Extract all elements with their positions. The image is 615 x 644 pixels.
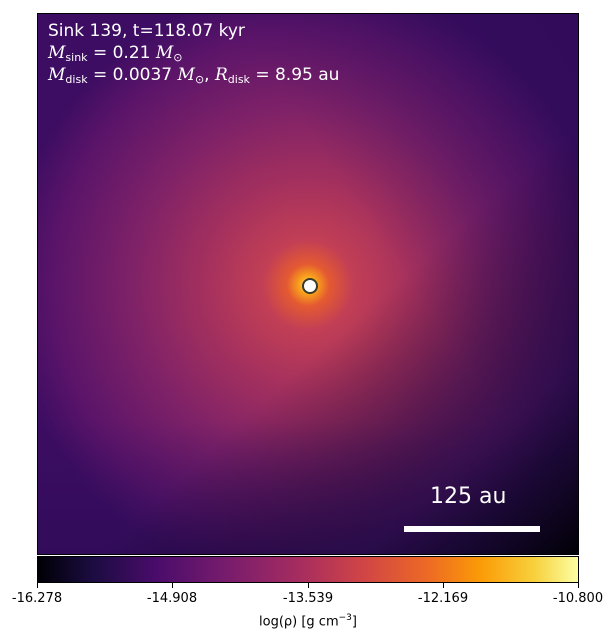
sink-mass: Msink = 0.21 M⊙: [48, 42, 183, 69]
colorbar-label-prefix: log(ρ) [g cm: [259, 614, 339, 630]
separator: ,: [204, 65, 215, 85]
density-map-panel: Sink 139, t=118.07 kyr Msink = 0.21 M⊙ M…: [37, 13, 579, 555]
scale-bar: [404, 526, 540, 532]
colorbar: [37, 556, 579, 583]
msun-symbol-2: M: [177, 65, 195, 85]
colorbar-tick-label: -14.908: [146, 591, 198, 606]
colorbar-label-exponent: −3: [338, 613, 352, 623]
colorbar-label-suffix: ]: [351, 614, 357, 630]
r-disk-value: = 8.95 au: [249, 65, 340, 85]
colorbar-label: log(ρ) [g cm−3]: [259, 613, 357, 629]
r-disk-symbol: R: [214, 65, 228, 85]
sink-title: Sink 139, t=118.07 kyr: [48, 21, 245, 41]
colorbar-tick: [308, 583, 309, 588]
m-sink-symbol: M: [48, 43, 66, 63]
scale-bar-label: 125 au: [430, 484, 507, 509]
colorbar-tick: [443, 583, 444, 588]
m-sink-value: = 0.21: [87, 43, 156, 63]
sink-particle-marker: [302, 278, 318, 294]
m-sink-subscript: sink: [65, 51, 88, 64]
colorbar-tick-label: -12.169: [417, 591, 469, 606]
colorbar-tick: [172, 583, 173, 588]
msun-subscript-2: ⊙: [194, 73, 205, 86]
colorbar-tick: [37, 583, 38, 588]
msun-symbol: M: [155, 43, 174, 63]
m-disk-value: = 0.0037: [87, 65, 178, 85]
colorbar-tick-label: -10.800: [552, 591, 604, 606]
colorbar-tick-label: -16.278: [11, 591, 63, 606]
m-disk-subscript: disk: [65, 73, 88, 86]
msun-subscript: ⊙: [173, 51, 183, 64]
m-disk-symbol: M: [48, 65, 66, 85]
colorbar-tick-label: -13.539: [282, 591, 334, 606]
r-disk-subscript: disk: [227, 73, 250, 86]
colorbar-tick: [578, 583, 579, 588]
disk-properties: Mdisk = 0.0037 M⊙, Rdisk = 8.95 au: [48, 64, 339, 91]
